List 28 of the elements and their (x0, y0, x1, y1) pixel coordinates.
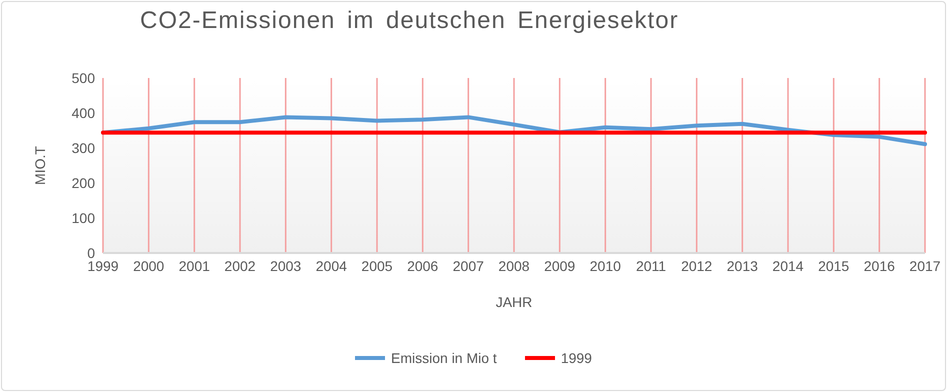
x-tick-label: 2001 (178, 258, 210, 274)
x-tick-label: 2017 (909, 258, 941, 274)
x-tick-label: 2012 (681, 258, 712, 274)
x-tick-label: 2005 (361, 258, 393, 274)
legend-label: Emission in Mio t (391, 350, 497, 366)
y-tick-label: 100 (72, 210, 96, 226)
x-tick-label: 2011 (636, 258, 666, 274)
x-tick-label: 2002 (224, 258, 256, 274)
y-tick-label: 200 (72, 174, 96, 191)
x-tick-label: 2016 (864, 258, 896, 274)
y-tick-label: 400 (72, 104, 96, 121)
y-axis-title: MIO.T (32, 146, 48, 185)
y-tick-label: 300 (72, 140, 96, 156)
x-tick-label: 2004 (316, 258, 348, 274)
y-tick-label: 500 (72, 70, 96, 86)
x-tick-label: 2000 (133, 258, 164, 274)
legend-label: 1999 (560, 350, 592, 366)
x-axis-title: JAHR (496, 294, 532, 310)
x-tick-label: 2007 (452, 258, 484, 274)
chart-title: CO2-Emissionen im deutschen Energiesektor (140, 7, 679, 35)
x-tick-label: 2014 (772, 258, 804, 274)
x-tick-label: 2010 (590, 258, 622, 274)
x-tick-label: 2006 (407, 258, 438, 274)
x-tick-label: 2009 (544, 258, 576, 274)
x-tick-label: 2015 (818, 258, 850, 274)
x-tick-label: 2003 (270, 258, 302, 274)
x-tick-label: 2008 (498, 258, 530, 274)
x-tick-label: 2013 (726, 258, 758, 274)
